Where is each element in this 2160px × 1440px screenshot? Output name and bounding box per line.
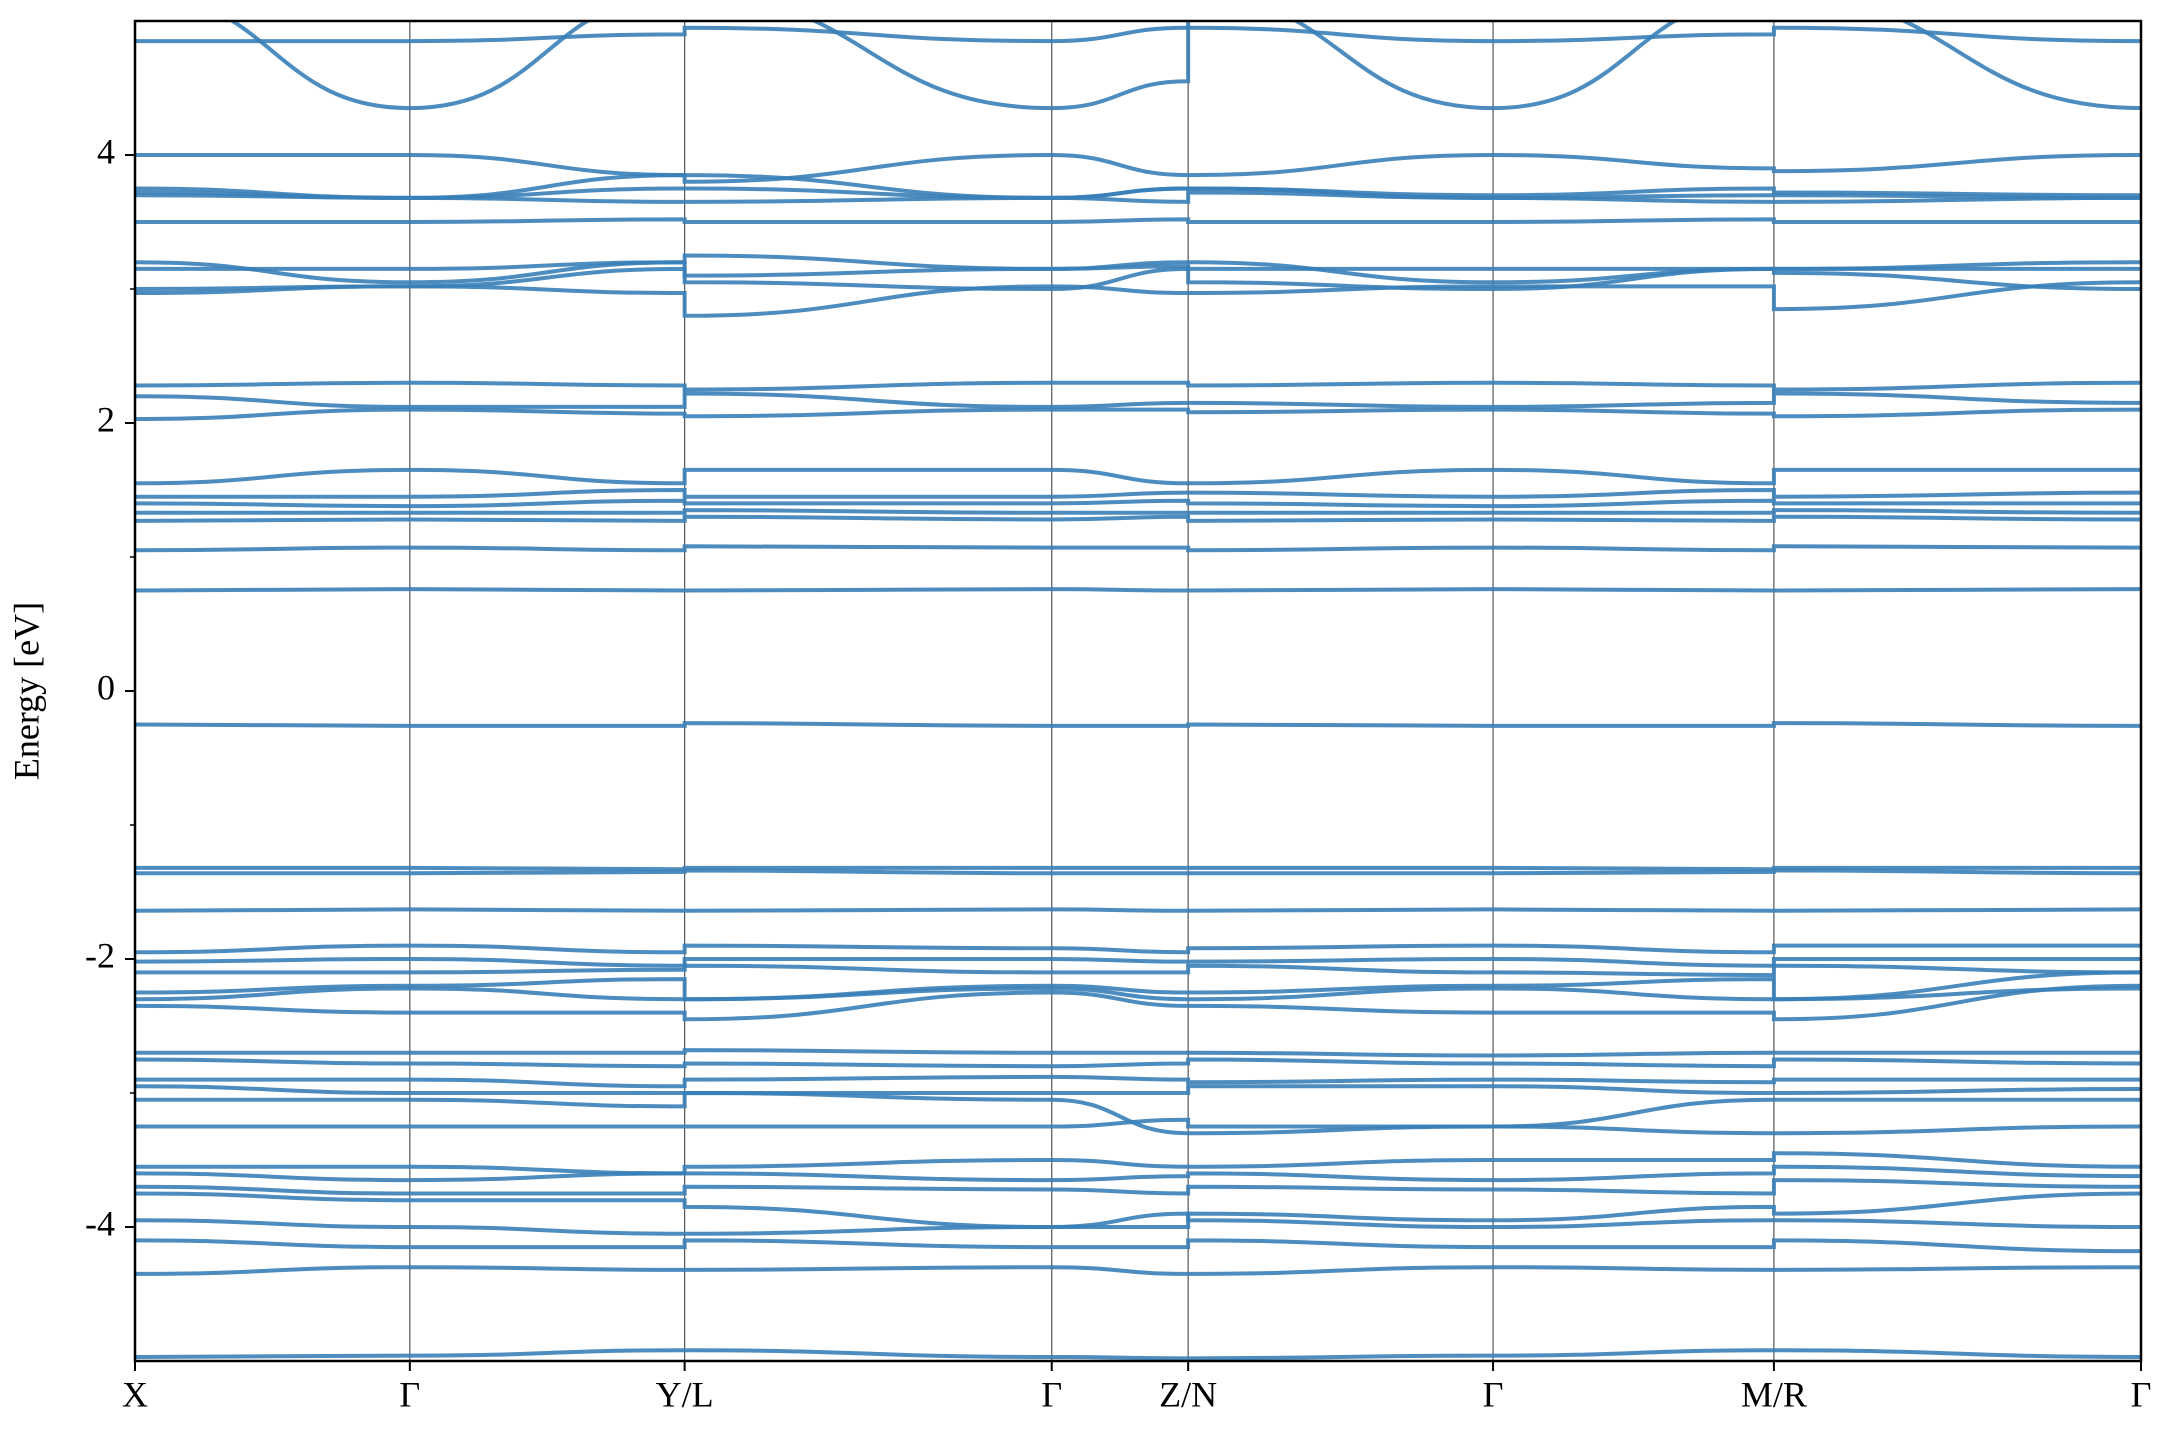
- band-line: [135, 1048, 2141, 1058]
- band-line: [135, 266, 2141, 292]
- plot-frame: [133, 19, 2143, 1363]
- y-axis-label: Energy [eV]: [6, 602, 46, 780]
- band-line: [135, 970, 2141, 1002]
- band-line: [135, 152, 2141, 200]
- band-line: [135, 1265, 2141, 1276]
- band-line: [228, 21, 2141, 111]
- band-line: [135, 1178, 2141, 1196]
- x-tick-label: Z/N: [1159, 1374, 1217, 1414]
- band-line: [135, 1348, 2141, 1361]
- band-line: [135, 467, 2141, 486]
- x-tick-label: Γ: [1041, 1374, 1062, 1414]
- band-line: [135, 1191, 2141, 1230]
- y-tick-label: -4: [85, 1203, 115, 1243]
- band-line: [135, 956, 2141, 968]
- y-tick-label: -2: [85, 935, 115, 975]
- bands: [135, 21, 2141, 1361]
- y-tick-label: 2: [97, 399, 115, 439]
- band-line: [135, 721, 2141, 728]
- x-tick-label: Γ: [1483, 1374, 1504, 1414]
- x-tick-label: Y/L: [656, 1374, 714, 1414]
- band-line: [135, 1090, 2141, 1136]
- band-line: [135, 544, 2141, 553]
- band-line: [135, 907, 2141, 913]
- band-line: [135, 25, 2141, 44]
- band-line: [135, 963, 2141, 978]
- band-line: [135, 1164, 2141, 1183]
- band-line: [135, 391, 2141, 409]
- band-line: [135, 1151, 2141, 1176]
- x-tick-label: Γ: [399, 1374, 420, 1414]
- band-line: [135, 487, 2141, 499]
- y-tick-label: 4: [97, 131, 115, 171]
- band-line: [135, 498, 2141, 509]
- band-line: [135, 514, 2141, 523]
- band-line: [135, 407, 2141, 421]
- band-line: [135, 865, 2141, 872]
- band-line: [135, 253, 2141, 285]
- band-line: [135, 217, 2141, 225]
- x-tick-label: M/R: [1741, 1374, 1807, 1414]
- band-line: [135, 152, 2141, 200]
- band-line: [135, 983, 2141, 1022]
- band-line: [135, 1057, 2141, 1069]
- band-line: [135, 868, 2141, 876]
- band-line: [135, 1238, 2141, 1254]
- x-tick-label: X: [122, 1374, 148, 1414]
- band-line: [135, 587, 2141, 593]
- band-line: [135, 380, 2141, 392]
- band-line: [135, 508, 2141, 515]
- band-line: [135, 1074, 2141, 1089]
- y-tick-label: 0: [97, 667, 115, 707]
- band-line: [135, 1211, 2141, 1236]
- band-line: [135, 943, 2141, 955]
- x-tick-label: Γ: [2131, 1374, 2152, 1414]
- band-line: [135, 1084, 2141, 1096]
